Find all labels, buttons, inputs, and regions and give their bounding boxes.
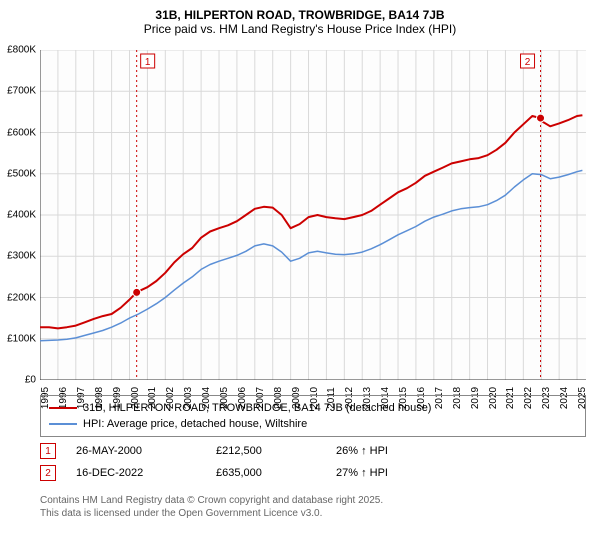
legend-row: 31B, HILPERTON ROAD, TROWBRIDGE, BA14 7J… (49, 400, 577, 416)
y-tick-label: £700K (7, 86, 36, 97)
sale-price: £635,000 (216, 467, 336, 479)
footer-line1: Contains HM Land Registry data © Crown c… (40, 494, 586, 507)
y-tick-label: £300K (7, 251, 36, 262)
y-tick-label: £800K (7, 45, 36, 56)
sale-date: 26-MAY-2000 (76, 445, 216, 457)
y-tick-label: £400K (7, 210, 36, 221)
title-line2: Price paid vs. HM Land Registry's House … (10, 22, 590, 36)
footer-attribution: Contains HM Land Registry data © Crown c… (40, 494, 586, 520)
sale-price: £212,500 (216, 445, 336, 457)
chart-svg: 12 (40, 50, 586, 380)
legend-row: HPI: Average price, detached house, Wilt… (49, 416, 577, 432)
y-tick-label: £100K (7, 333, 36, 344)
chart-plot-area: 12 £0£100K£200K£300K£400K£500K£600K£700K… (40, 50, 586, 380)
sale-pct: 27% ↑ HPI (336, 467, 456, 479)
y-tick-label: £200K (7, 292, 36, 303)
sale-marker-box: 2 (40, 465, 56, 481)
sale-pct: 26% ↑ HPI (336, 445, 456, 457)
legend-label: HPI: Average price, detached house, Wilt… (83, 418, 307, 430)
legend-label: 31B, HILPERTON ROAD, TROWBRIDGE, BA14 7J… (83, 402, 431, 414)
y-tick-label: £0 (25, 375, 36, 386)
legend-box: 31B, HILPERTON ROAD, TROWBRIDGE, BA14 7J… (40, 395, 586, 437)
y-tick-label: £600K (7, 127, 36, 138)
chart-title-block: 31B, HILPERTON ROAD, TROWBRIDGE, BA14 7J… (0, 0, 600, 40)
svg-text:2: 2 (525, 57, 531, 68)
sales-table: 1 26-MAY-2000£212,50026% ↑ HPI 2 16-DEC-202… (40, 440, 586, 484)
footer-line2: This data is licensed under the Open Gov… (40, 507, 586, 520)
sale-row: 1 26-MAY-2000£212,50026% ↑ HPI (40, 440, 586, 462)
svg-text:1: 1 (145, 57, 151, 68)
legend-swatch (49, 407, 77, 409)
y-tick-label: £500K (7, 168, 36, 179)
sale-marker-box: 1 (40, 443, 56, 459)
sale-row: 2 16-DEC-2022£635,00027% ↑ HPI (40, 462, 586, 484)
legend-swatch (49, 423, 77, 425)
sale-date: 16-DEC-2022 (76, 467, 216, 479)
title-line1: 31B, HILPERTON ROAD, TROWBRIDGE, BA14 7J… (10, 8, 590, 22)
